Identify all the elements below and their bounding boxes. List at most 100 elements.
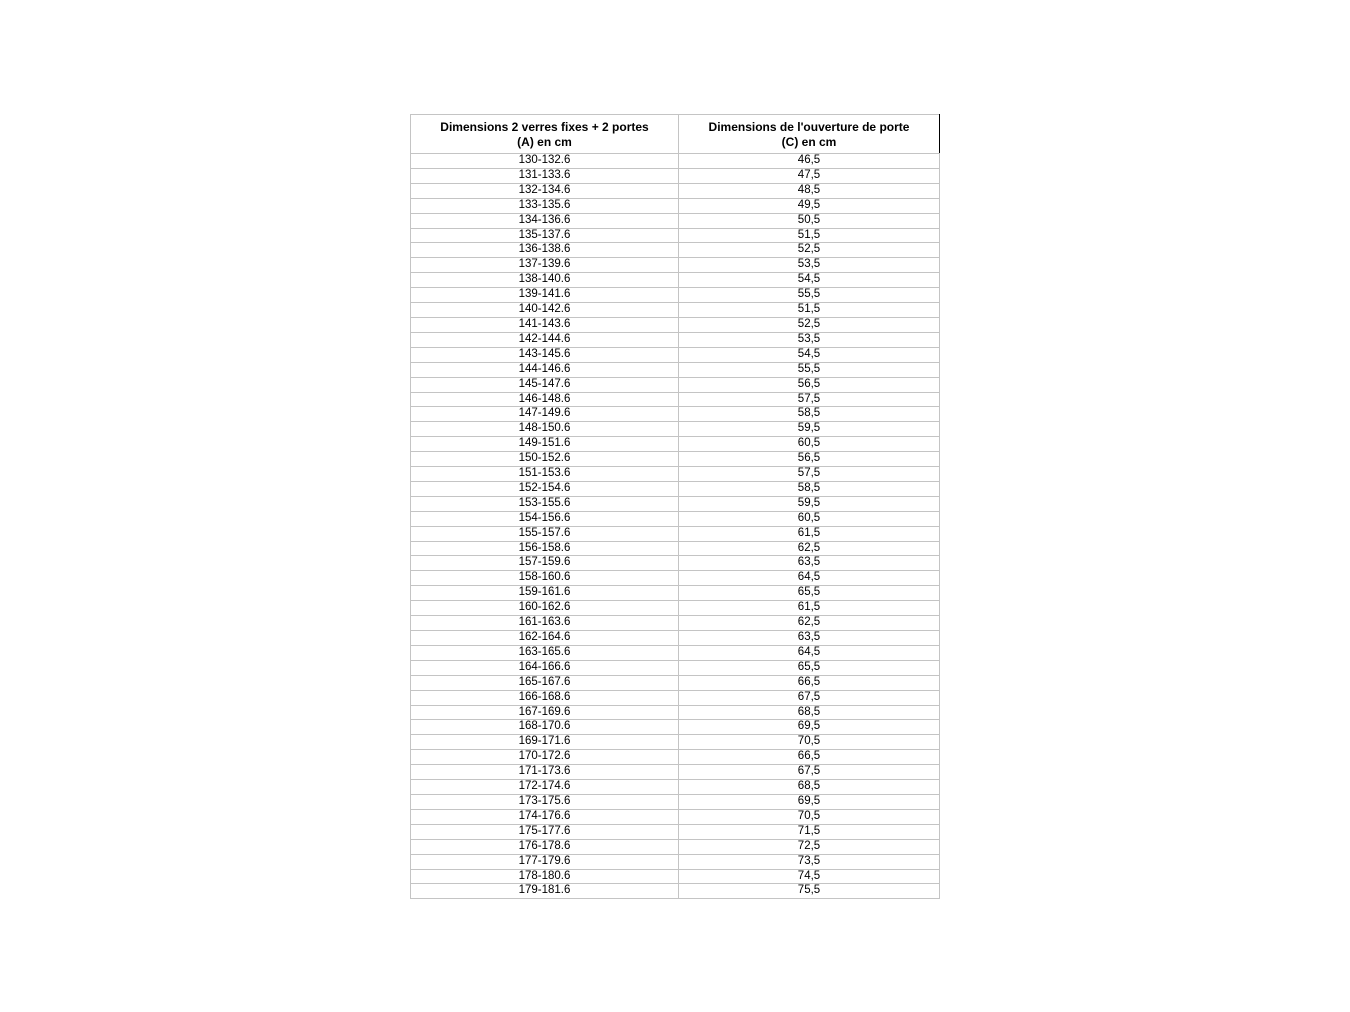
dimension-a-cell: 160-162.6 — [410, 600, 679, 617]
opening-c-cell: 53,5 — [678, 331, 940, 348]
table-row: 158-160.6 64,5 — [410, 570, 940, 587]
dimension-a-cell: 158-160.6 — [410, 570, 679, 587]
dimension-a-cell: 178-180.6 — [410, 868, 679, 885]
opening-c-cell: 68,5 — [678, 704, 940, 721]
opening-c-cell: 66,5 — [678, 749, 940, 766]
table-row: 170-172.6 66,5 — [410, 749, 940, 766]
dimension-a-cell: 161-163.6 — [410, 615, 679, 631]
dimension-a-cell: 130-132.6 — [410, 153, 679, 169]
table-row: 131-133.6 47,5 — [410, 167, 940, 184]
dimension-a-cell: 167-169.6 — [410, 704, 679, 721]
table-row: 156-158.6 62,5 — [410, 540, 940, 557]
opening-c-cell: 74,5 — [678, 868, 940, 885]
table-row: 140-142.6 51,5 — [410, 302, 940, 318]
opening-c-cell: 52,5 — [678, 316, 940, 333]
table-row: 172-174.6 68,5 — [410, 779, 940, 795]
opening-c-cell: 47,5 — [678, 167, 940, 184]
table-row: 142-144.6 53,5 — [410, 331, 940, 348]
table-row: 138-140.6 54,5 — [410, 272, 940, 289]
table-row: 177-179.6 73,5 — [410, 853, 940, 870]
opening-c-cell: 63,5 — [678, 630, 940, 646]
table-row: 139-141.6 55,5 — [410, 287, 940, 304]
table-row: 159-161.6 65,5 — [410, 585, 940, 602]
dimension-a-cell: 151-153.6 — [410, 466, 679, 482]
dimension-a-cell: 139-141.6 — [410, 287, 679, 304]
dimension-a-cell: 168-170.6 — [410, 719, 679, 736]
dimension-a-cell: 174-176.6 — [410, 808, 679, 825]
header-a-line2: (A) en cm — [517, 134, 572, 149]
dimension-a-cell: 132-134.6 — [410, 182, 679, 199]
opening-c-cell: 53,5 — [678, 257, 940, 274]
opening-c-cell: 65,5 — [678, 659, 940, 676]
opening-c-cell: 48,5 — [678, 182, 940, 199]
dimension-a-cell: 148-150.6 — [410, 421, 679, 438]
opening-c-cell: 46,5 — [678, 153, 940, 169]
table-row: 147-149.6 58,5 — [410, 406, 940, 423]
table-row: 178-180.6 74,5 — [410, 868, 940, 885]
opening-c-cell: 56,5 — [678, 451, 940, 468]
dimension-a-cell: 176-178.6 — [410, 838, 679, 855]
table-row: 157-159.6 63,5 — [410, 555, 940, 572]
table-row: 163-165.6 64,5 — [410, 644, 940, 661]
opening-c-cell: 72,5 — [678, 838, 940, 855]
dimension-a-cell: 152-154.6 — [410, 480, 679, 497]
dimension-a-cell: 179-181.6 — [410, 883, 679, 900]
table-row: 166-168.6 67,5 — [410, 689, 940, 706]
opening-c-cell: 61,5 — [678, 600, 940, 617]
table-row: 135-137.6 51,5 — [410, 227, 940, 244]
dimension-a-cell: 165-167.6 — [410, 674, 679, 691]
dimension-a-cell: 166-168.6 — [410, 689, 679, 706]
table-row: 149-151.6 60,5 — [410, 436, 940, 453]
dimension-a-cell: 150-152.6 — [410, 451, 679, 468]
opening-c-cell: 62,5 — [678, 540, 940, 557]
table-row: 162-164.6 63,5 — [410, 630, 940, 646]
table-row: 130-132.6 46,5 — [410, 153, 940, 169]
dimension-a-cell: 134-136.6 — [410, 212, 679, 229]
table-row: 133-135.6 49,5 — [410, 197, 940, 214]
opening-c-cell: 63,5 — [678, 555, 940, 572]
opening-c-cell: 58,5 — [678, 480, 940, 497]
dimension-a-cell: 171-173.6 — [410, 764, 679, 781]
opening-c-cell: 67,5 — [678, 689, 940, 706]
table-row: 152-154.6 58,5 — [410, 480, 940, 497]
table-row: 164-166.6 65,5 — [410, 659, 940, 676]
table-row: 173-175.6 69,5 — [410, 793, 940, 810]
opening-c-cell: 55,5 — [678, 287, 940, 304]
opening-c-cell: 56,5 — [678, 376, 940, 393]
dimension-a-cell: 164-166.6 — [410, 659, 679, 676]
opening-c-cell: 67,5 — [678, 764, 940, 781]
dimension-a-cell: 142-144.6 — [410, 331, 679, 348]
opening-c-cell: 69,5 — [678, 793, 940, 810]
dimension-a-cell: 149-151.6 — [410, 436, 679, 453]
table-row: 151-153.6 57,5 — [410, 466, 940, 482]
table-row: 145-147.6 56,5 — [410, 376, 940, 393]
dimension-a-cell: 131-133.6 — [410, 167, 679, 184]
dimension-a-cell: 136-138.6 — [410, 242, 679, 259]
opening-c-cell: 70,5 — [678, 734, 940, 751]
opening-c-cell: 64,5 — [678, 644, 940, 661]
dimension-a-cell: 137-139.6 — [410, 257, 679, 274]
opening-c-cell: 49,5 — [678, 197, 940, 214]
table-row: 148-150.6 59,5 — [410, 421, 940, 438]
opening-c-cell: 54,5 — [678, 346, 940, 363]
dimension-a-cell: 177-179.6 — [410, 853, 679, 870]
dimension-a-cell: 175-177.6 — [410, 823, 679, 840]
dimension-a-cell: 156-158.6 — [410, 540, 679, 557]
header-a-line1: Dimensions 2 verres fixes + 2 portes — [440, 119, 649, 134]
opening-c-cell: 51,5 — [678, 227, 940, 244]
table-row: 179-181.6 75,5 — [410, 883, 940, 900]
dimension-a-cell: 172-174.6 — [410, 779, 679, 795]
table-row: 161-163.6 62,5 — [410, 615, 940, 631]
dimension-a-cell: 143-145.6 — [410, 346, 679, 363]
opening-c-cell: 69,5 — [678, 719, 940, 736]
dimension-a-cell: 147-149.6 — [410, 406, 679, 423]
opening-c-cell: 60,5 — [678, 436, 940, 453]
opening-c-cell: 57,5 — [678, 466, 940, 482]
table-row: 136-138.6 52,5 — [410, 242, 940, 259]
dimension-a-cell: 146-148.6 — [410, 391, 679, 408]
dimensions-table: Dimensions 2 verres fixes + 2 portes (A) … — [410, 114, 940, 900]
opening-c-cell: 68,5 — [678, 779, 940, 795]
opening-c-cell: 51,5 — [678, 302, 940, 318]
dimension-a-cell: 163-165.6 — [410, 644, 679, 661]
dimension-a-cell: 157-159.6 — [410, 555, 679, 572]
